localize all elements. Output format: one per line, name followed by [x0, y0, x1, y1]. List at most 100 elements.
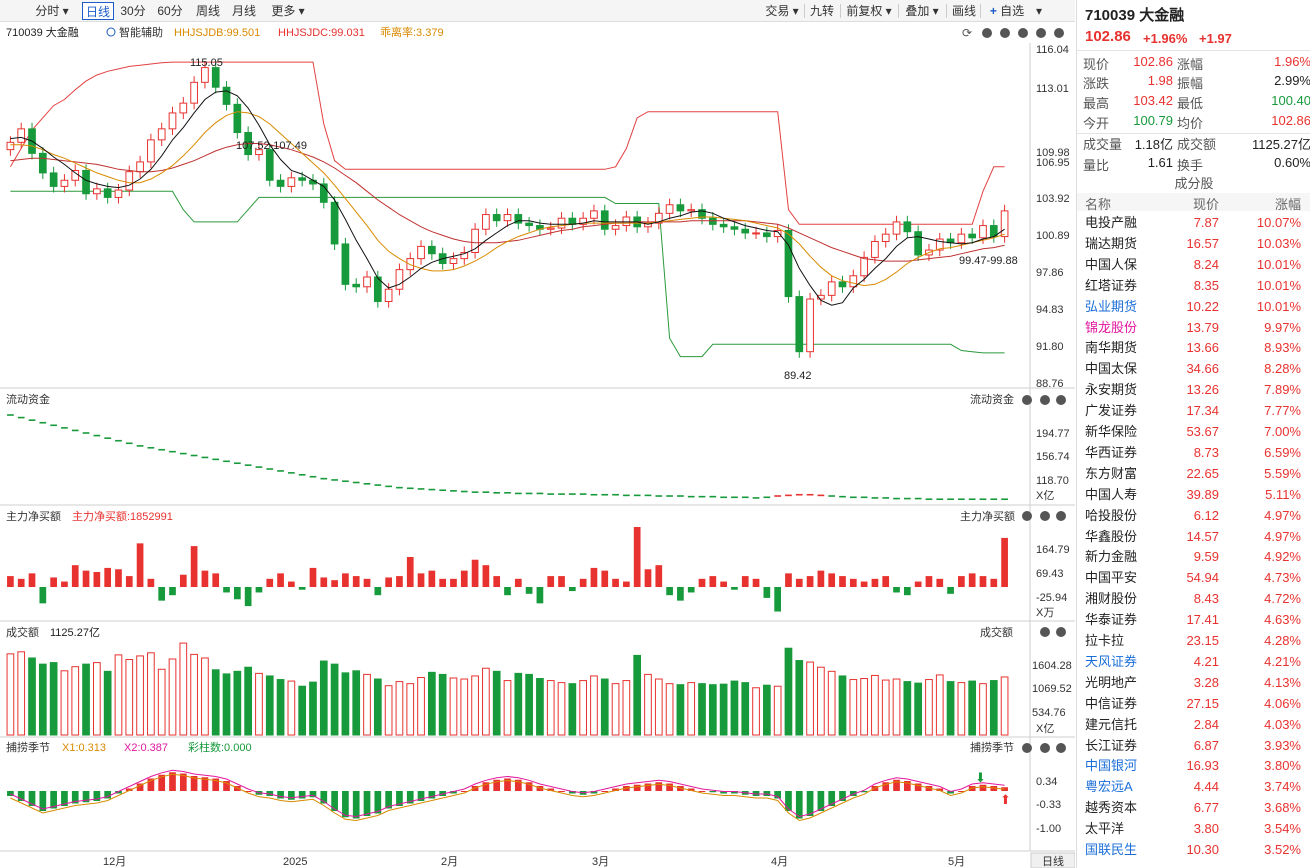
constituent-row[interactable]: 中国人寿 39.89 5.11%	[1077, 484, 1310, 505]
forward-adjust-button[interactable]: 前复权 ▾	[846, 4, 892, 18]
constituent-row[interactable]: 中国太保 34.66 8.28%	[1077, 358, 1310, 379]
help-icon[interactable]	[1054, 28, 1064, 38]
stock-chart[interactable]: 710039 大金融 智能辅助 HHJSJDB:99.501 HHJSJDC:9…	[0, 23, 1075, 868]
constituent-row[interactable]: 弘业期货 10.22 10.01%	[1077, 296, 1310, 317]
column-header[interactable]: 现价	[1192, 197, 1219, 212]
constituent-row[interactable]: 越秀资本 6.77 3.68%	[1077, 797, 1310, 818]
close-icon[interactable]	[1056, 627, 1066, 637]
flow-mark	[817, 494, 825, 497]
netbuy-bar	[925, 576, 933, 587]
netbuy-bar	[363, 578, 371, 587]
toolbar-divider	[946, 4, 947, 18]
constituent-row[interactable]: 永安期货 13.26 7.89%	[1077, 379, 1310, 400]
candle-down	[82, 169, 90, 195]
period-button-monthly[interactable]: 月线	[230, 2, 258, 20]
constituent-row[interactable]: 粤宏远A 4.44 3.74%	[1077, 776, 1310, 797]
constituent-price: 4.21	[1193, 653, 1219, 669]
constituent-row[interactable]: 瑞达期货 16.57 10.03%	[1077, 233, 1310, 254]
settings-icon[interactable]	[1036, 28, 1046, 38]
constituent-row[interactable]: 新华保险 53.67 7.00%	[1077, 421, 1310, 442]
help-icon[interactable]	[1040, 511, 1050, 521]
season-bar	[709, 791, 717, 793]
constituent-row[interactable]: 光明地产 3.28 4.13%	[1077, 672, 1310, 693]
flow-mark	[893, 497, 900, 500]
assist-toggle-icon[interactable]	[106, 27, 116, 37]
quote-row: 今开 100.79 均价 102.86	[1077, 113, 1310, 133]
constituent-row[interactable]: 广发证券 17.34 7.77%	[1077, 400, 1310, 421]
constituent-row[interactable]: 锦龙股份 13.79 9.97%	[1077, 317, 1310, 338]
flow-mark	[579, 493, 587, 495]
period-button-30min[interactable]: 30分	[118, 2, 148, 20]
constituent-row[interactable]: 天风证券 4.21 4.21%	[1077, 651, 1310, 672]
quote-value: 103.42	[1133, 93, 1173, 108]
season-bar	[223, 781, 230, 791]
watchlist-dropdown-button[interactable]: ▾	[1035, 4, 1043, 18]
constituent-row[interactable]: 湘财股份 8.43 4.72%	[1077, 588, 1310, 609]
constituent-row[interactable]: 中国平安 54.94 4.73%	[1077, 567, 1310, 588]
add-watchlist-button[interactable]: + 自选	[984, 2, 1030, 20]
period-button-daily[interactable]: 日线	[82, 2, 114, 20]
minimize-icon[interactable]	[1018, 28, 1028, 38]
settings-icon[interactable]	[1022, 511, 1032, 521]
constituent-row[interactable]: 拉卡拉 23.15 4.28%	[1077, 630, 1310, 651]
constituent-row[interactable]: 东方财富 22.65 5.59%	[1077, 463, 1310, 484]
turnover-bar	[665, 683, 674, 736]
nine-turn-button[interactable]: 九转	[808, 2, 836, 20]
flow-mark	[763, 496, 771, 499]
help-icon[interactable]	[1040, 627, 1050, 637]
constituent-row[interactable]: 电投产融 7.87 10.07%	[1077, 212, 1310, 233]
constituent-row[interactable]: 长江证券 6.87 3.93%	[1077, 735, 1310, 756]
column-header[interactable]: 涨幅	[1274, 197, 1301, 212]
constituent-name: 永安期货	[1085, 382, 1138, 398]
flow-mark	[741, 496, 749, 499]
netbuy-tick: 164.79	[1036, 544, 1070, 556]
time-tick: 12月	[103, 856, 126, 868]
column-header[interactable]: 名称	[1085, 197, 1112, 212]
constituent-name: 新力金融	[1085, 549, 1138, 565]
constituent-row[interactable]: 新力金融 9.59 4.92%	[1077, 546, 1310, 567]
constituent-row[interactable]: 太平洋 3.80 3.54%	[1077, 818, 1310, 839]
constituent-row[interactable]: 华鑫股份 14.57 4.97%	[1077, 526, 1310, 547]
overlay-button[interactable]: 叠加 ▾	[905, 4, 939, 18]
constituent-price: 4.44	[1193, 779, 1219, 795]
constituent-row[interactable]: 中信证券 27.15 4.06%	[1077, 693, 1310, 714]
indicator-hhjsjdc: HHJSJDC:99.031	[278, 27, 365, 39]
settings-icon[interactable]	[1022, 395, 1032, 405]
constituent-name: 南华期货	[1085, 340, 1138, 356]
trade-button[interactable]: 交易 ▾	[765, 4, 799, 18]
help-icon[interactable]	[1040, 743, 1050, 753]
close-icon[interactable]	[1056, 395, 1066, 405]
close-icon[interactable]	[1056, 743, 1066, 753]
constituent-row[interactable]: 国联民生 10.30 3.52%	[1077, 839, 1310, 860]
constituent-row[interactable]: 华西证券 8.73 6.59%	[1077, 442, 1310, 463]
period-button-weekly[interactable]: 周线	[194, 2, 222, 20]
smart-assist-label[interactable]: 智能辅助	[119, 25, 163, 39]
turnover-bar	[719, 683, 728, 736]
period-button-intraday[interactable]: 分时 ▾	[35, 4, 69, 18]
netbuy-panel-title: 主力净买额	[6, 509, 61, 523]
turnover-bar	[157, 668, 166, 736]
turnover-bar	[363, 673, 371, 736]
period-indicator[interactable]	[1030, 852, 1075, 868]
constituent-row[interactable]: 哈投股份 6.12 4.97%	[1077, 505, 1310, 526]
season-bar	[612, 788, 619, 791]
draw-line-button[interactable]: 画线	[950, 2, 978, 20]
constituent-row[interactable]: 红塔证券 8.35 10.01%	[1077, 275, 1310, 296]
help-icon[interactable]	[1040, 395, 1050, 405]
constituent-row[interactable]: 建元信托 2.84 4.03%	[1077, 714, 1310, 735]
constituent-row[interactable]: 中国银河 16.93 3.80%	[1077, 755, 1310, 776]
flow-mark	[277, 470, 284, 472]
turnover-bar	[190, 653, 198, 736]
constituent-row[interactable]: 南华期货 13.66 8.93%	[1077, 337, 1310, 358]
period-button-60min[interactable]: 60分	[154, 2, 186, 20]
close-icon[interactable]	[1056, 511, 1066, 521]
netbuy-bar	[795, 578, 803, 587]
refresh-icon[interactable]: ⟳	[962, 26, 972, 40]
netbuy-tick: -25.94	[1036, 592, 1067, 604]
zoom-out-icon[interactable]	[1000, 28, 1010, 38]
settings-icon[interactable]	[1022, 743, 1032, 753]
more-periods-button[interactable]: 更多 ▾	[271, 4, 305, 18]
constituent-row[interactable]: 华泰证券 17.41 4.63%	[1077, 609, 1310, 630]
constituent-row[interactable]: 中国人保 8.24 10.01%	[1077, 254, 1310, 275]
zoom-in-icon[interactable]	[982, 28, 992, 38]
